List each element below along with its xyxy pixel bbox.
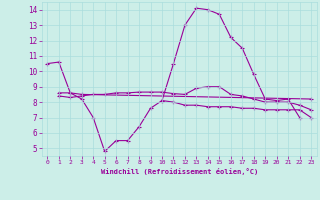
X-axis label: Windchill (Refroidissement éolien,°C): Windchill (Refroidissement éolien,°C) — [100, 168, 258, 175]
